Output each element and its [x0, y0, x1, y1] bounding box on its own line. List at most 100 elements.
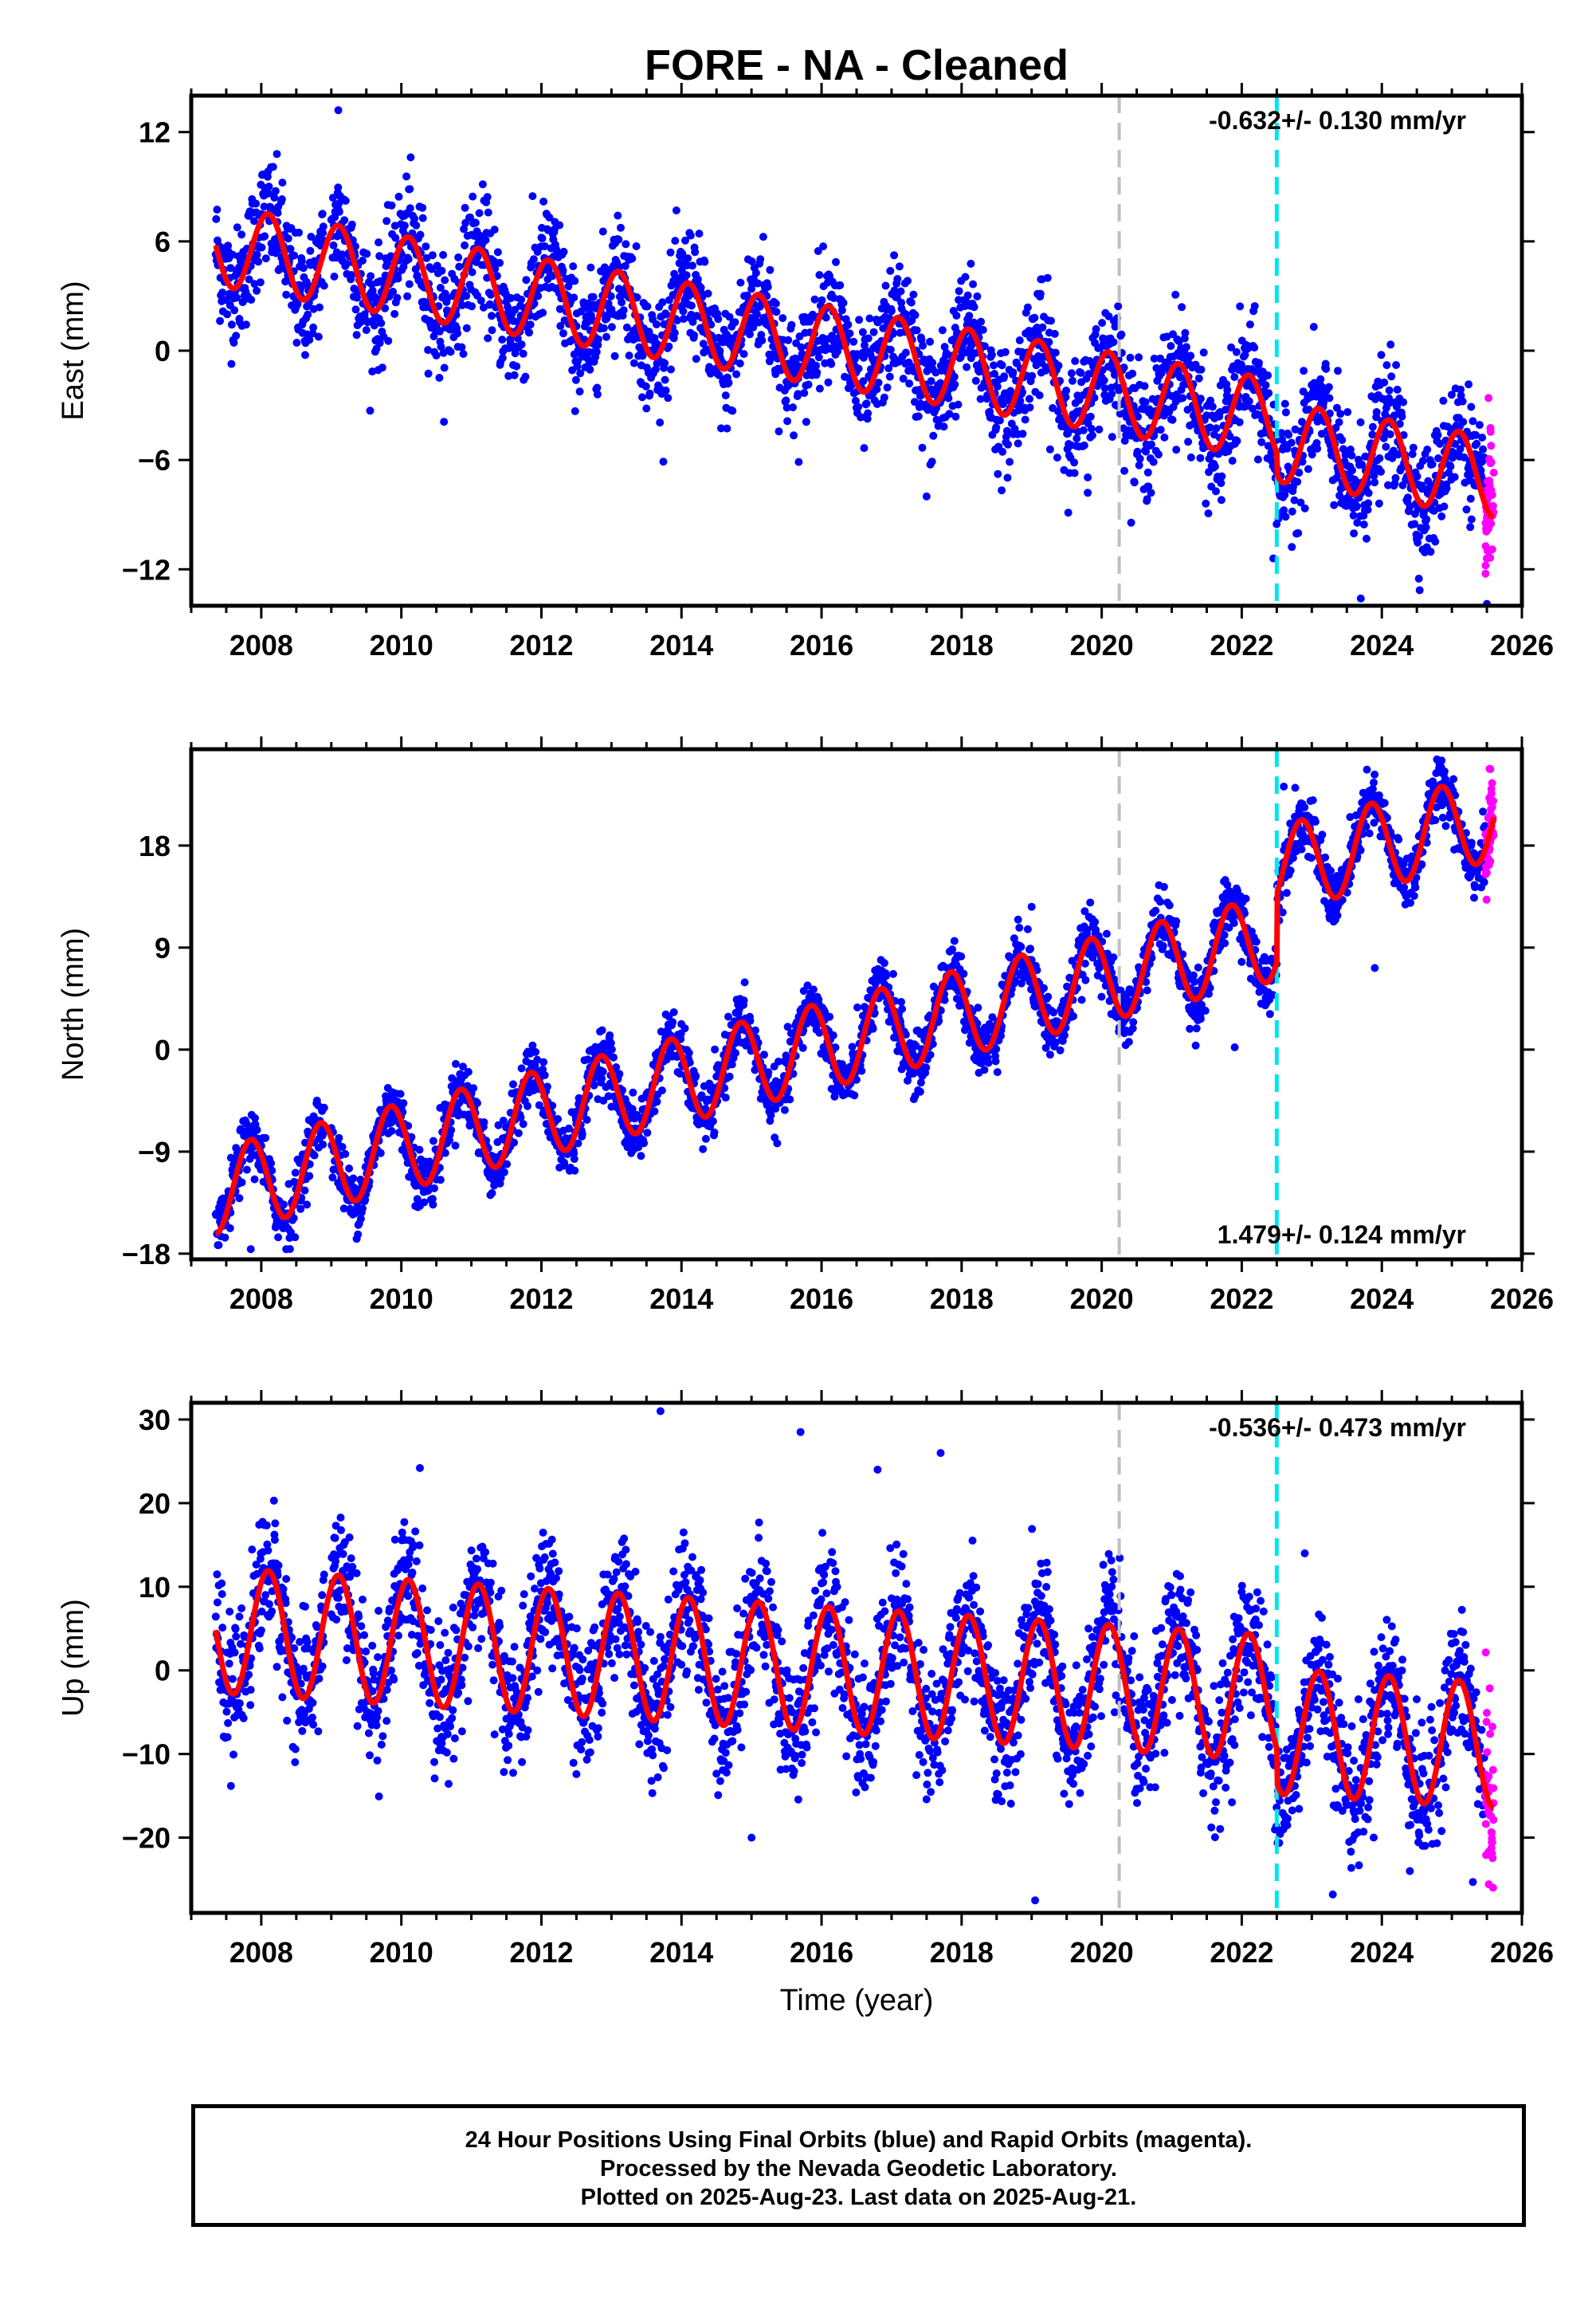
final-orbit-point	[659, 457, 668, 466]
final-orbit-point	[1009, 368, 1018, 377]
final-orbit-point	[270, 194, 279, 202]
final-orbit-point	[638, 393, 646, 402]
final-orbit-point	[422, 253, 431, 262]
final-orbit-point	[226, 1153, 235, 1162]
final-orbit-point	[1167, 342, 1175, 351]
final-orbit-point	[670, 328, 679, 337]
final-orbit-point	[349, 1174, 358, 1183]
final-orbit-point	[950, 937, 959, 945]
final-orbit-point	[1114, 302, 1123, 311]
final-orbit-point	[488, 326, 496, 335]
final-orbit-point	[1054, 407, 1062, 416]
final-orbit-point	[661, 359, 669, 367]
final-orbit-point	[681, 236, 689, 245]
final-orbit-point	[586, 263, 595, 272]
final-orbit-point	[1014, 915, 1022, 924]
final-orbit-point	[1379, 434, 1388, 442]
final-orbit-point	[218, 289, 227, 296]
final-orbit-point	[1410, 520, 1419, 528]
final-orbit-point	[381, 304, 390, 312]
gps-timeseries-chart: FORE - NA - Cleaned 2008 2010 2012 2014 2016…	[57, 41, 1554, 2017]
final-orbit-point	[708, 1117, 717, 1125]
final-orbit-point	[225, 1224, 234, 1232]
final-orbit-point	[1288, 507, 1296, 516]
final-orbit-point	[304, 310, 312, 319]
final-orbit-point	[592, 348, 601, 356]
final-orbit-point	[893, 275, 902, 283]
final-orbit-point	[1472, 430, 1480, 439]
final-orbit-point	[754, 279, 763, 288]
final-orbit-point	[269, 163, 277, 171]
final-orbit-point	[492, 272, 501, 281]
final-orbit-point	[1117, 330, 1126, 339]
final-orbit-point	[575, 387, 584, 396]
final-orbit-point	[359, 1204, 367, 1213]
final-orbit-point	[498, 336, 507, 344]
north-points	[211, 755, 1498, 1254]
final-orbit-point	[610, 351, 619, 360]
final-orbit-point	[1284, 430, 1293, 439]
final-orbit-point	[1147, 489, 1155, 497]
final-orbit-point	[882, 972, 890, 980]
final-orbit-point	[760, 1050, 768, 1059]
final-orbit-point	[984, 1058, 993, 1067]
final-orbit-point	[755, 318, 763, 327]
final-orbit-point	[828, 332, 837, 340]
final-orbit-point	[857, 1066, 866, 1075]
final-orbit-point	[887, 307, 896, 316]
final-orbit-point	[1434, 454, 1442, 462]
final-orbit-point	[865, 314, 874, 323]
final-orbit-point	[1462, 505, 1471, 514]
final-orbit-point	[1380, 378, 1389, 387]
final-orbit-point	[420, 1198, 429, 1207]
final-orbit-point	[347, 271, 356, 279]
final-orbit-point	[1156, 354, 1165, 363]
final-orbit-point	[440, 418, 449, 426]
final-orbit-point	[436, 284, 445, 292]
rapid-orbit-point	[1486, 459, 1495, 468]
final-orbit-point	[412, 221, 421, 230]
final-orbit-point	[383, 258, 392, 267]
final-orbit-point	[1414, 575, 1423, 583]
final-orbit-point	[261, 232, 269, 241]
final-orbit-point	[570, 293, 578, 302]
final-orbit-point	[1045, 338, 1053, 347]
final-orbit-point	[827, 359, 836, 368]
final-orbit-point	[790, 431, 798, 440]
final-orbit-point	[1204, 509, 1213, 518]
final-orbit-point	[969, 280, 978, 289]
final-orbit-point	[233, 223, 241, 232]
final-orbit-point	[957, 952, 966, 960]
final-orbit-point	[1339, 445, 1347, 454]
final-orbit-point	[1386, 340, 1395, 349]
final-orbit-point	[247, 296, 256, 304]
final-orbit-point	[884, 364, 893, 373]
final-orbit-point	[394, 192, 403, 201]
final-orbit-point	[1255, 359, 1263, 367]
final-orbit-point	[701, 1134, 710, 1143]
final-orbit-point	[1283, 444, 1292, 453]
final-orbit-point	[1324, 383, 1333, 391]
final-orbit-point	[980, 342, 989, 351]
final-orbit-point	[862, 399, 871, 408]
final-orbit-point	[598, 1067, 607, 1076]
final-orbit-point	[922, 1063, 931, 1072]
final-orbit-point	[413, 1195, 422, 1204]
final-orbit-point	[1030, 313, 1039, 322]
final-orbit-point	[692, 355, 700, 363]
final-orbit-point	[351, 305, 360, 314]
final-orbit-point	[424, 346, 433, 355]
final-orbit-point	[1347, 451, 1356, 460]
final-orbit-point	[363, 249, 371, 258]
final-orbit-point	[341, 196, 350, 205]
final-orbit-point	[717, 424, 725, 433]
final-orbit-point	[1199, 348, 1208, 357]
final-orbit-point	[289, 1214, 298, 1223]
final-orbit-point	[896, 287, 905, 296]
final-orbit-point	[657, 1086, 666, 1095]
final-orbit-point	[961, 273, 970, 281]
final-orbit-point	[342, 260, 351, 269]
final-orbit-point	[739, 996, 748, 1005]
final-orbit-point	[1018, 430, 1027, 438]
final-orbit-point	[377, 319, 386, 328]
